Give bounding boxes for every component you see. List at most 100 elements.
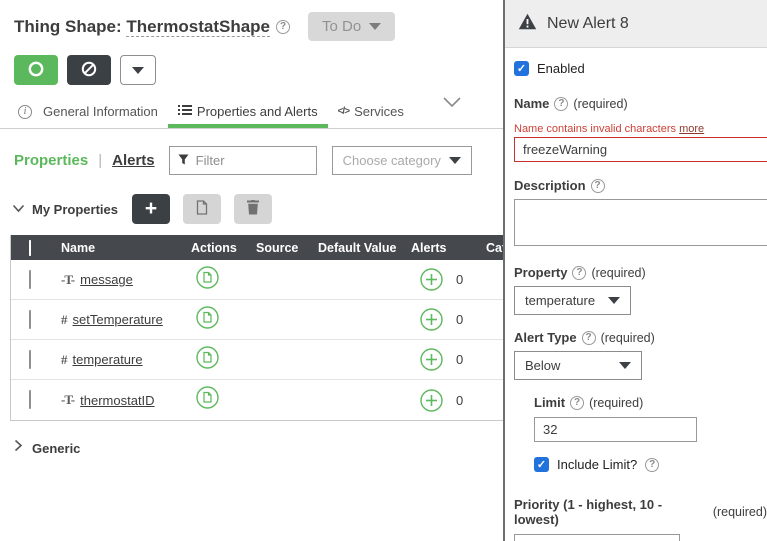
alert-type-select-value: Below xyxy=(525,358,561,373)
col-header-source[interactable]: Source xyxy=(256,240,299,255)
add-property-button[interactable]: + xyxy=(131,194,170,224)
alerts-count: 0 xyxy=(456,392,464,408)
error-more-link[interactable]: more xyxy=(679,123,705,135)
add-alert-icon[interactable] xyxy=(420,308,443,331)
subtab-alerts[interactable]: Alerts xyxy=(112,152,155,169)
alert-panel-header: New Alert 8 xyxy=(505,0,767,48)
help-icon[interactable] xyxy=(581,330,596,345)
add-alert-icon[interactable] xyxy=(420,268,443,291)
property-link[interactable]: message xyxy=(80,272,133,287)
name-label: Name (required) xyxy=(514,96,767,111)
copy-property-button[interactable] xyxy=(182,194,221,224)
enabled-checkbox[interactable] xyxy=(514,61,529,76)
properties-table: Name Actions Source Default Value Alerts… xyxy=(10,235,503,421)
alert-form: Enabled Name (required) Name contains in… xyxy=(505,48,767,541)
number-type-icon: # xyxy=(61,311,67,327)
include-limit-checkbox[interactable] xyxy=(534,457,549,472)
table-row: -T- thermostatID 0 xyxy=(11,380,503,420)
table-row: # setTemperature 0 xyxy=(11,300,503,340)
more-actions-button[interactable] xyxy=(120,55,156,85)
collapse-tabs-chevron-icon[interactable] xyxy=(441,95,463,114)
col-header-name[interactable]: Name xyxy=(61,240,96,255)
add-alert-icon[interactable] xyxy=(420,348,443,371)
alert-panel-title: New Alert 8 xyxy=(547,14,629,32)
page-title: Thing Shape: ThermostatShape xyxy=(14,16,270,37)
include-limit-label: Include Limit? xyxy=(557,457,638,472)
alert-type-select[interactable]: Below xyxy=(514,351,642,380)
tab-properties-and-alerts[interactable]: Properties and Alerts xyxy=(167,104,328,128)
subtab-properties[interactable]: Properties xyxy=(14,152,89,169)
tab-general-information[interactable]: General Information xyxy=(8,104,168,128)
row-checkbox[interactable] xyxy=(29,349,31,369)
generic-section-header[interactable]: Generic xyxy=(14,439,503,457)
chevron-down-icon xyxy=(608,297,620,304)
row-checkbox[interactable] xyxy=(29,269,31,289)
alert-type-label: Alert Type (required) xyxy=(514,330,767,345)
help-icon[interactable] xyxy=(645,457,660,472)
tab-services[interactable]: </> Services xyxy=(328,104,414,128)
property-select-value: temperature xyxy=(525,293,596,308)
copy-property-icon[interactable] xyxy=(196,386,219,409)
help-icon[interactable] xyxy=(572,265,587,280)
list-icon xyxy=(177,104,192,119)
table-row: -T- message 0 xyxy=(11,260,503,300)
main-content: Thing Shape: ThermostatShape To Do xyxy=(0,0,503,541)
alert-name-input[interactable] xyxy=(514,137,767,162)
help-icon[interactable] xyxy=(570,395,585,410)
include-limit-row: Include Limit? xyxy=(534,457,767,472)
description-textarea[interactable] xyxy=(514,199,767,246)
priority-input[interactable] xyxy=(514,534,680,541)
save-button[interactable] xyxy=(14,55,58,85)
property-link[interactable]: temperature xyxy=(72,352,143,367)
section-title: Generic xyxy=(32,440,81,456)
name-error-message: Name contains invalid characters more xyxy=(514,123,705,135)
copy-property-icon[interactable] xyxy=(196,345,219,369)
status-dropdown-button[interactable]: To Do xyxy=(308,12,396,41)
status-label: To Do xyxy=(322,18,362,35)
filter-box xyxy=(168,146,317,175)
select-all-checkbox[interactable] xyxy=(29,239,31,256)
entity-tab-bar: General Information Properties and Alert… xyxy=(0,97,503,129)
plus-icon: + xyxy=(144,196,158,220)
row-checkbox[interactable] xyxy=(29,390,31,409)
delete-property-button[interactable] xyxy=(233,194,272,224)
my-properties-section-header: My Properties + xyxy=(12,194,503,224)
copy-property-icon[interactable] xyxy=(196,305,219,329)
row-checkbox[interactable] xyxy=(29,309,31,329)
limit-input[interactable] xyxy=(534,417,697,442)
alerts-count: 0 xyxy=(456,272,464,287)
add-alert-icon[interactable] xyxy=(420,388,443,412)
col-header-category[interactable]: Category xyxy=(486,240,503,255)
separator: | xyxy=(98,152,103,169)
help-icon[interactable] xyxy=(590,178,605,193)
col-header-alerts[interactable]: Alerts xyxy=(411,240,447,255)
copy-property-icon[interactable] xyxy=(196,265,219,289)
filter-funnel-icon xyxy=(178,152,189,170)
cancel-button[interactable] xyxy=(67,55,111,85)
help-icon[interactable] xyxy=(554,96,569,111)
property-select[interactable]: temperature xyxy=(514,286,631,315)
entity-name[interactable]: ThermostatShape xyxy=(126,16,270,37)
number-type-icon: # xyxy=(61,351,67,367)
collapse-chevron-icon[interactable] xyxy=(12,200,25,218)
section-title: My Properties xyxy=(32,201,118,217)
entity-actions xyxy=(14,55,503,85)
alerts-count: 0 xyxy=(456,352,464,367)
cancel-icon xyxy=(80,60,98,81)
filter-input[interactable] xyxy=(195,153,296,168)
property-link[interactable]: setTemperature xyxy=(72,312,163,327)
col-header-default-value[interactable]: Default Value xyxy=(318,240,397,255)
limit-label: Limit (required) xyxy=(534,395,767,410)
property-link[interactable]: thermostatID xyxy=(80,392,155,408)
tab-label: General Information xyxy=(43,104,158,119)
col-header-actions[interactable]: Actions xyxy=(191,240,237,255)
expand-chevron-icon xyxy=(14,439,23,457)
circle-icon xyxy=(27,60,45,81)
property-label: Property (required) xyxy=(514,265,767,280)
chevron-down-icon xyxy=(132,66,144,74)
enabled-label: Enabled xyxy=(537,61,585,76)
help-icon[interactable] xyxy=(276,19,290,34)
trash-icon xyxy=(246,200,260,218)
new-alert-panel: New Alert 8 Enabled Name (required) Name… xyxy=(503,0,767,541)
category-select[interactable]: Choose category xyxy=(331,146,472,175)
